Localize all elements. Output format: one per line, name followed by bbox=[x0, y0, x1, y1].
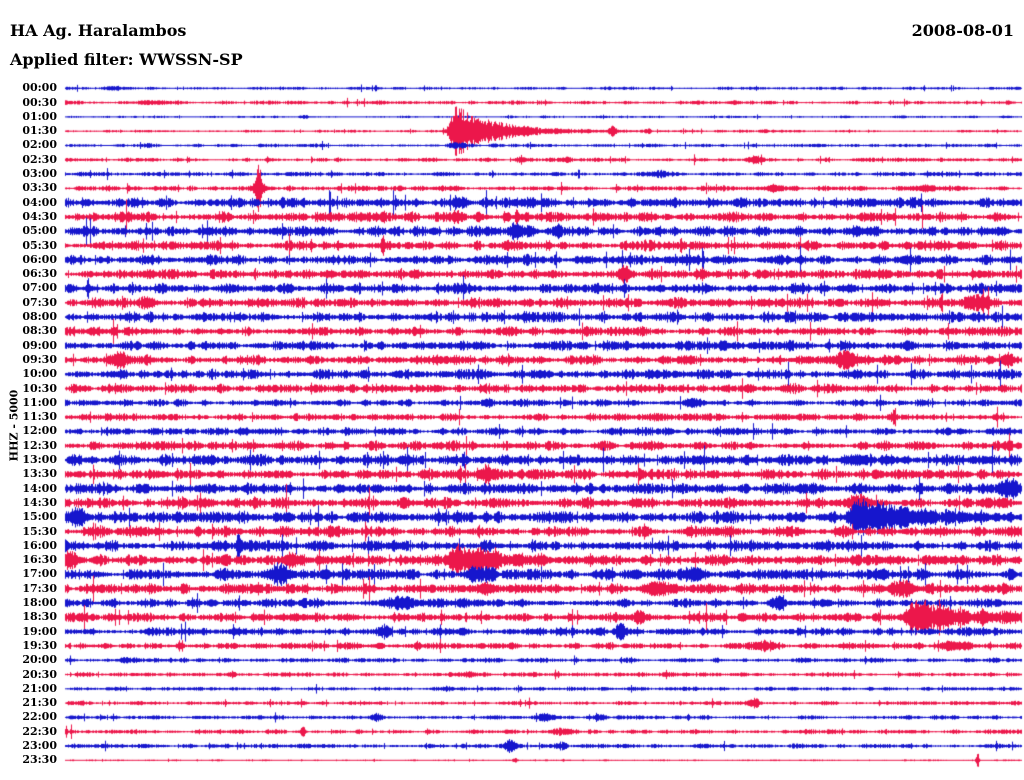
seismogram-traces-canvas bbox=[0, 0, 1024, 780]
helicorder-screen: HA Ag. Haralambos Applied filter: WWSSN-… bbox=[0, 0, 1024, 780]
